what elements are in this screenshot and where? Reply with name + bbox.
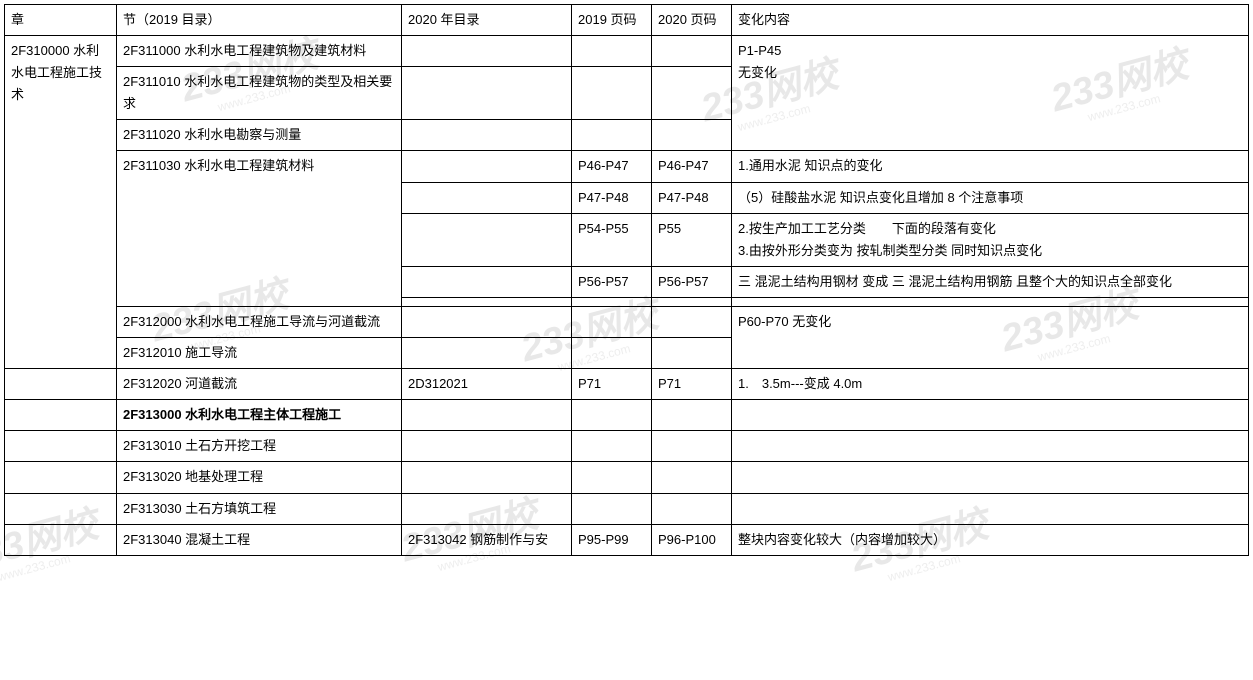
dir2020-cell	[402, 338, 572, 369]
p2019-cell	[572, 297, 652, 306]
dir2020-cell	[402, 213, 572, 266]
dir2020-cell	[402, 462, 572, 493]
changes-cell	[732, 297, 1249, 306]
chapter-cell	[5, 524, 117, 555]
p2019-cell	[572, 493, 652, 524]
changes-cell	[732, 493, 1249, 524]
comparison-table: 章 节（2019 目录） 2020 年目录 2019 页码 2020 页码 变化…	[4, 4, 1249, 556]
chapter-cell	[5, 462, 117, 493]
chapter-cell	[5, 400, 117, 431]
changes-cell: 1.通用水泥 知识点的变化	[732, 151, 1249, 182]
table-row: 2F313010 土石方开挖工程	[5, 431, 1249, 462]
p2019-cell: P46-P47	[572, 151, 652, 182]
p2019-cell	[572, 306, 652, 337]
p2020-cell	[652, 400, 732, 431]
dir2020-cell	[402, 151, 572, 182]
chapter-cell	[5, 493, 117, 524]
p2020-cell	[652, 493, 732, 524]
table-row: 2F313040 混凝土工程 2F313042 钢筋制作与安 P95-P99 P…	[5, 524, 1249, 555]
changes-cell	[732, 400, 1249, 431]
p2020-cell	[652, 431, 732, 462]
table-row: 2F311030 水利水电工程建筑材料 P46-P47 P46-P47 1.通用…	[5, 151, 1249, 182]
changes-cell: （5）硅酸盐水泥 知识点变化且增加 8 个注意事项	[732, 182, 1249, 213]
chapter-cell	[5, 431, 117, 462]
p2019-cell	[572, 338, 652, 369]
p2020-cell: P46-P47	[652, 151, 732, 182]
table-row: 2F313020 地基处理工程	[5, 462, 1249, 493]
p2019-cell: P95-P99	[572, 524, 652, 555]
section-cell: 2F313040 混凝土工程	[117, 524, 402, 555]
p2019-cell	[572, 67, 652, 120]
dir2020-cell	[402, 182, 572, 213]
section-cell: 2F313020 地基处理工程	[117, 462, 402, 493]
changes-cell: 2.按生产加工工艺分类 下面的段落有变化3.由按外形分类变为 按轧制类型分类 同…	[732, 213, 1249, 266]
section-cell: 2F312020 河道截流	[117, 369, 402, 400]
p2020-cell	[652, 36, 732, 67]
p2019-cell	[572, 431, 652, 462]
changes-cell: 三 混泥土结构用钢材 变成 三 混泥土结构用钢筋 且整个大的知识点全部变化	[732, 266, 1249, 297]
changes-cell: P60-P70 无变化	[732, 306, 1249, 368]
dir2020-cell	[402, 493, 572, 524]
p2020-cell: P71	[652, 369, 732, 400]
header-page2020: 2020 页码	[652, 5, 732, 36]
changes-cell: P1-P45无变化	[732, 36, 1249, 151]
chapter-cell: 2F310000 水利水电工程施工技术	[5, 36, 117, 369]
dir2020-cell	[402, 297, 572, 306]
dir2020-cell	[402, 120, 572, 151]
p2020-cell	[652, 462, 732, 493]
dir2020-cell: 2D312021	[402, 369, 572, 400]
p2019-cell: P47-P48	[572, 182, 652, 213]
p2020-cell: P56-P57	[652, 266, 732, 297]
dir2020-cell	[402, 36, 572, 67]
p2019-cell	[572, 400, 652, 431]
header-page2019: 2019 页码	[572, 5, 652, 36]
p2019-cell	[572, 120, 652, 151]
header-section: 节（2019 目录）	[117, 5, 402, 36]
table-row: 2F310000 水利水电工程施工技术 2F311000 水利水电工程建筑物及建…	[5, 36, 1249, 67]
section-cell: 2F311010 水利水电工程建筑物的类型及相关要求	[117, 67, 402, 120]
changes-cell: 整块内容变化较大（内容增加较大）	[732, 524, 1249, 555]
header-chapter: 章	[5, 5, 117, 36]
p2020-cell: P96-P100	[652, 524, 732, 555]
p2020-cell	[652, 297, 732, 306]
p2020-cell	[652, 120, 732, 151]
p2019-cell	[572, 462, 652, 493]
dir2020-cell	[402, 400, 572, 431]
p2020-cell: P47-P48	[652, 182, 732, 213]
table-row: 2F312000 水利水电工程施工导流与河道截流 P60-P70 无变化	[5, 306, 1249, 337]
table-row: 2F313000 水利水电工程主体工程施工	[5, 400, 1249, 431]
table-header-row: 章 节（2019 目录） 2020 年目录 2019 页码 2020 页码 变化…	[5, 5, 1249, 36]
section-cell: 2F313010 土石方开挖工程	[117, 431, 402, 462]
p2019-cell	[572, 36, 652, 67]
table-row: 2F313030 土石方填筑工程	[5, 493, 1249, 524]
chapter-cell	[5, 369, 117, 400]
section-cell: 2F311020 水利水电勘察与测量	[117, 120, 402, 151]
changes-cell	[732, 431, 1249, 462]
p2020-cell	[652, 338, 732, 369]
changes-cell: 1. 3.5m---变成 4.0m	[732, 369, 1249, 400]
dir2020-cell	[402, 431, 572, 462]
header-changes: 变化内容	[732, 5, 1249, 36]
p2020-cell	[652, 67, 732, 120]
section-cell: 2F311030 水利水电工程建筑材料	[117, 151, 402, 306]
section-cell: 2F312010 施工导流	[117, 338, 402, 369]
dir2020-cell	[402, 266, 572, 297]
changes-cell	[732, 462, 1249, 493]
p2020-cell: P55	[652, 213, 732, 266]
section-cell: 2F312000 水利水电工程施工导流与河道截流	[117, 306, 402, 337]
p2019-cell: P56-P57	[572, 266, 652, 297]
p2020-cell	[652, 306, 732, 337]
section-cell: 2F313000 水利水电工程主体工程施工	[117, 400, 402, 431]
table-row: 2F312020 河道截流 2D312021 P71 P71 1. 3.5m--…	[5, 369, 1249, 400]
dir2020-cell: 2F313042 钢筋制作与安	[402, 524, 572, 555]
section-cell: 2F311000 水利水电工程建筑物及建筑材料	[117, 36, 402, 67]
dir2020-cell	[402, 306, 572, 337]
dir2020-cell	[402, 67, 572, 120]
section-cell: 2F313030 土石方填筑工程	[117, 493, 402, 524]
p2019-cell: P54-P55	[572, 213, 652, 266]
p2019-cell: P71	[572, 369, 652, 400]
header-dir2020: 2020 年目录	[402, 5, 572, 36]
